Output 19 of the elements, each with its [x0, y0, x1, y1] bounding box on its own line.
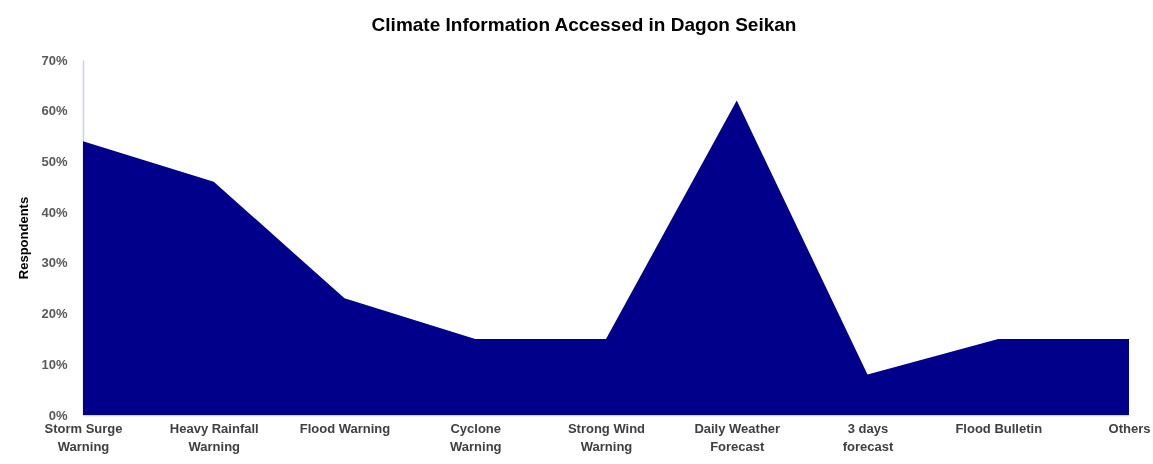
- x-tick-label: Flood Warning: [299, 420, 391, 436]
- y-tick-label: 70%: [41, 52, 68, 68]
- y-tick-label: 30%: [41, 255, 68, 271]
- y-tick-label: 40%: [41, 204, 68, 220]
- y-tick-label: 10%: [41, 356, 68, 372]
- y-tick-label: 60%: [41, 103, 68, 119]
- x-tick-label: Heavy Rainfall Warning: [169, 420, 259, 454]
- y-axis-title: Respondents: [16, 196, 32, 280]
- y-tick-label: 0%: [48, 407, 68, 423]
- x-tick-label: Flood Bulletin: [955, 420, 1043, 436]
- x-tick-label: Strong Wind Warning: [567, 420, 646, 454]
- x-tick-label: Storm Surge Warning: [44, 420, 123, 454]
- x-tick-label: 3 days forecast: [842, 420, 894, 454]
- x-tick-label: Others: [1108, 420, 1151, 436]
- x-tick-label: Cyclone Warning: [449, 420, 502, 454]
- y-tick-label: 20%: [41, 306, 68, 322]
- chart-title: Climate Information Accessed in Dagon Seikan: [371, 14, 797, 35]
- y-tick-label: 50%: [41, 153, 68, 169]
- x-tick-label: Daily Weather Forecast: [694, 420, 781, 454]
